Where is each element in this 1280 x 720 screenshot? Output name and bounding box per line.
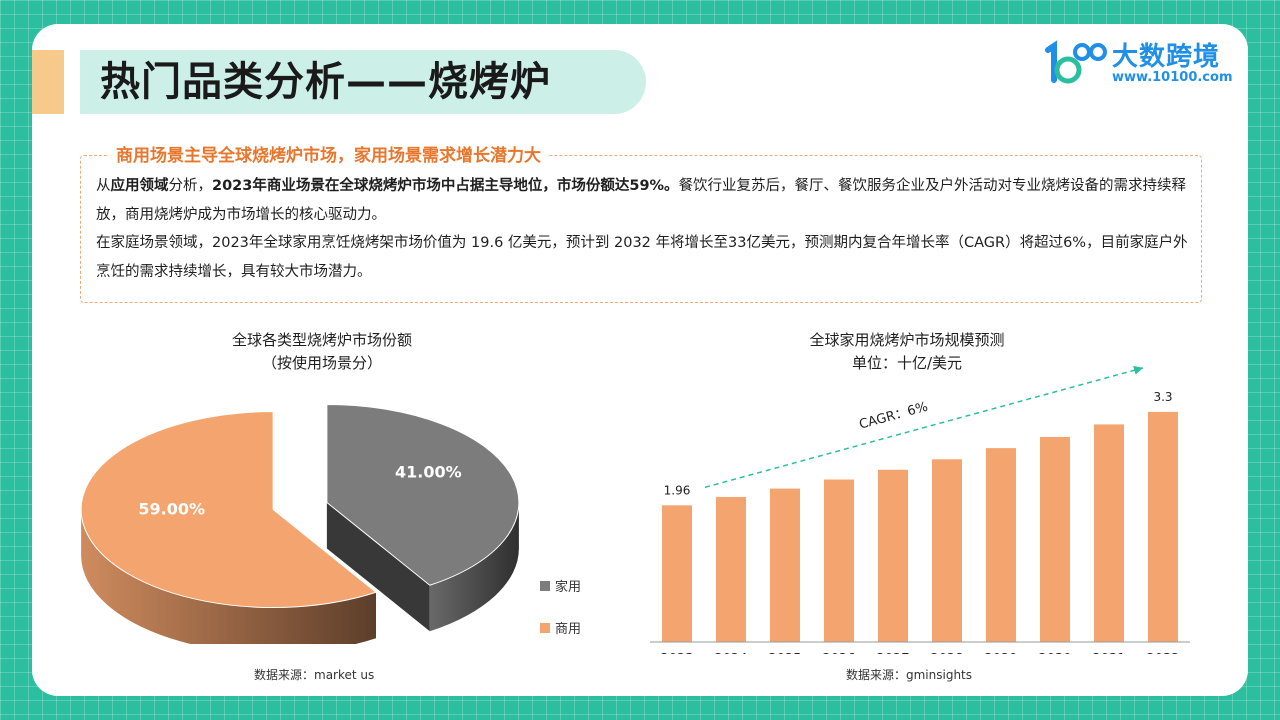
- p1-text-a: 从: [96, 178, 111, 194]
- x-tick-label-2032: 2032: [1146, 652, 1179, 654]
- x-tick-label-2025: 2025: [768, 652, 801, 654]
- legend-label-商用: 商用: [555, 622, 581, 637]
- bar-data-label-2023: 1.96: [664, 483, 691, 497]
- x-tick-label-2023: 2023: [660, 652, 693, 654]
- bar-2024: [716, 496, 746, 642]
- cagr-label-background: [851, 393, 937, 436]
- logo-name: 大数跨境: [1112, 42, 1221, 72]
- bar-source: 数据来源：gminsights: [846, 668, 973, 682]
- pie-slice-side-商用: [81, 509, 376, 644]
- pie-slice-商用: 59.00%: [80, 411, 378, 644]
- bar-2025: [770, 488, 800, 642]
- pie-slice-wall-家用-1: [326, 502, 430, 632]
- p1-text-e: 餐饮行业复苏后，餐厅、餐饮服务企业及户外活动对专业烧烤设备的需求持续释放，商用烧…: [96, 178, 1187, 223]
- pie-source: 数据来源：market us: [254, 668, 375, 682]
- summary-subtitle: 商用场景主导全球烧烤炉市场，家用场景需求增长潜力大: [108, 141, 549, 166]
- x-tick-label-2027: 2027: [876, 652, 909, 654]
- legend-label-家用: 家用: [555, 579, 581, 595]
- x-tick-label-2026: 2026: [822, 652, 855, 654]
- p1-text-d: 2023年商业场景在全球烧烤炉市场中占据主导地位，市场份额达59%。: [212, 178, 679, 194]
- bar-2028: [932, 459, 962, 642]
- pie-title-line-1: 全球各类型烧烤炉市场份额: [231, 331, 412, 349]
- legend-swatch-商用: [540, 623, 550, 633]
- x-tick-label-2030: 2030: [1038, 652, 1071, 654]
- pie-chart-title: 全球各类型烧烤炉市场份额 （按使用场景分）: [182, 329, 462, 375]
- bar-title-line-1: 全球家用烧烤炉市场规模预测: [809, 331, 1005, 349]
- bar-2029: [986, 448, 1016, 642]
- bar-chart-title: 全球家用烧烤炉市场规模预测 单位：十亿/美元: [767, 329, 1047, 375]
- brand-logo: 大数跨境 www.10100.com: [1042, 36, 1242, 96]
- bar-chart: 2023 1.96 2024 2025 2026 2027 2028 2029 2030 2031…: [650, 365, 1190, 654]
- bar-2026: [824, 479, 854, 642]
- bar-2027: [878, 469, 908, 642]
- p1-text-b: 应用领域: [110, 178, 169, 194]
- pie-data-label-商用: 59.00%: [138, 500, 205, 519]
- bar-2030: [1040, 436, 1070, 642]
- logo-url: www.10100.com: [1112, 70, 1233, 85]
- pie-title-line-2: （按使用场景分）: [261, 354, 382, 372]
- p1-text-c: 分析，: [168, 178, 213, 194]
- pie-slice-top-家用: [326, 403, 520, 586]
- page-title: 热门品类分析——烧烤炉: [100, 59, 551, 105]
- pie-slice-side-家用: [429, 502, 519, 632]
- bar-2031: [1094, 424, 1124, 642]
- title-accent-bar: [32, 50, 64, 114]
- summary-paragraph-1: 从应用领域分析，2023年商业场景在全球烧烤炉市场中占据主导地位，市场份额达59…: [96, 172, 1192, 230]
- title-background: [80, 50, 646, 114]
- pie-slice-top-商用: [80, 411, 378, 608]
- legend-swatch-家用: [540, 581, 550, 591]
- bar-2023: [662, 505, 692, 642]
- cagr-trend-arrow: [704, 365, 1144, 489]
- bar-data-label-2032: 3.3: [1153, 390, 1172, 404]
- summary-paragraph-2: 在家庭场景领域，2023年全球家用烹饪烧烤架市场价值为 19.6 亿美元，预计到…: [96, 235, 1188, 280]
- pie-slice-家用: 41.00%: [326, 403, 520, 632]
- bar-title-line-2: 单位：十亿/美元: [851, 354, 963, 372]
- logo-mark-icon: [1045, 40, 1107, 84]
- x-tick-label-2028: 2028: [930, 652, 963, 654]
- bar-2032: [1148, 411, 1178, 642]
- pie-data-label-家用: 41.00%: [395, 462, 462, 481]
- summary-box: [80, 155, 1202, 303]
- x-tick-label-2031: 2031: [1092, 652, 1125, 654]
- slide-card: 热门品类分析——烧烤炉 大数跨境 www.10100.com 商用场景主导全球烧…: [32, 24, 1248, 696]
- x-tick-label-2024: 2024: [714, 652, 747, 654]
- x-tick-label-2029: 2029: [984, 652, 1017, 654]
